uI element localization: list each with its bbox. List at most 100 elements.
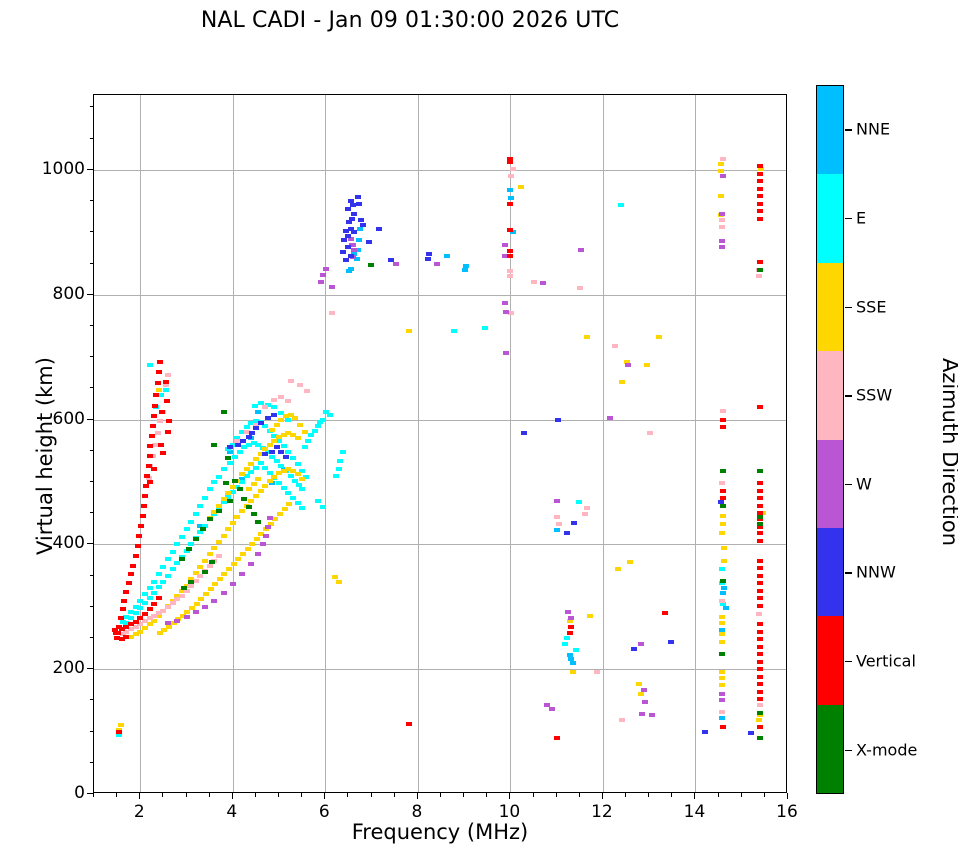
data-point-e: [243, 473, 250, 478]
gridline-horizontal: [94, 294, 786, 296]
data-point-sse: [636, 682, 643, 687]
data-point-sse: [137, 629, 144, 634]
data-point-x-mode: [757, 514, 764, 519]
data-point-ssw: [197, 573, 204, 578]
x-axis-tick: [763, 793, 765, 797]
data-point-e: [250, 441, 257, 446]
data-point-x-mode: [225, 456, 232, 461]
colorbar-tick-label-sse: SSE: [856, 297, 887, 317]
data-point-e: [257, 461, 264, 466]
data-point-x-mode: [367, 262, 374, 267]
data-point-sse: [239, 508, 246, 513]
colorbar-tick: [845, 661, 852, 663]
data-point-e: [192, 512, 199, 517]
data-point-ssw: [151, 613, 158, 618]
data-point-nnw: [347, 226, 354, 231]
colorbar-tick: [845, 483, 852, 486]
data-point-vertical: [132, 619, 139, 624]
y-axis-tick: [89, 605, 93, 607]
data-point-nnw: [346, 220, 353, 225]
gridline-vertical: [602, 95, 604, 792]
data-point-sse: [156, 630, 163, 635]
data-point-x-mode: [720, 578, 727, 583]
data-point-e: [243, 425, 250, 430]
data-point-ssw: [530, 280, 537, 285]
x-axis-tick: [93, 793, 94, 797]
data-point-ssw: [509, 166, 516, 171]
data-point-sse: [717, 169, 724, 174]
data-point-e: [151, 579, 158, 584]
data-point-vertical: [141, 612, 148, 617]
x-axis-tick-label: 8: [411, 802, 423, 822]
data-point-ssw: [234, 438, 241, 443]
data-point-vertical: [144, 473, 151, 478]
y-axis-tick: [89, 512, 93, 514]
data-point-vertical: [720, 496, 727, 501]
data-point-vertical: [118, 627, 125, 632]
data-point-nnw: [717, 499, 724, 504]
data-point-ssw: [719, 709, 726, 714]
y-axis-tick-label: 600: [52, 408, 85, 429]
data-point-sse: [721, 546, 728, 551]
x-axis-tick: [601, 793, 603, 799]
data-point-x-mode: [185, 547, 192, 552]
y-axis-tick: [87, 793, 93, 794]
data-point-sse: [719, 614, 726, 619]
data-point-e: [160, 579, 167, 584]
colorbar-segment-w: [817, 439, 843, 528]
data-point-vertical: [507, 227, 514, 232]
data-point-ssw: [719, 225, 726, 230]
data-point-sse: [267, 522, 274, 527]
data-point-vertical: [151, 413, 158, 418]
y-axis-tick: [89, 137, 93, 139]
data-point-w: [192, 609, 199, 614]
data-point-sse: [262, 483, 269, 488]
data-point-e: [128, 616, 134, 620]
x-axis-tick: [416, 793, 418, 799]
data-point-sse: [517, 185, 524, 190]
colorbar-tick: [845, 129, 852, 131]
data-point-nne: [463, 264, 470, 268]
data-point-nnw: [343, 257, 350, 262]
data-point-vertical: [757, 724, 764, 729]
data-point-sse: [566, 618, 573, 623]
data-point-ssw: [555, 522, 562, 527]
data-point-vertical: [757, 481, 764, 486]
data-point-ssw: [553, 514, 560, 519]
data-point-w: [259, 542, 266, 547]
data-point-ssw: [174, 597, 181, 602]
data-point-nnw: [264, 416, 271, 421]
colorbar-tick-label-nnw: NNW: [856, 562, 896, 582]
data-point-nnw: [278, 449, 285, 454]
data-point-vertical: [134, 543, 141, 548]
data-point-nne: [719, 628, 726, 633]
data-point-ssw: [192, 578, 199, 583]
data-point-vertical: [150, 423, 157, 428]
y-axis-tick: [87, 293, 93, 295]
data-point-ssw: [137, 622, 144, 627]
data-point-w: [202, 604, 209, 609]
data-point-vertical: [720, 488, 727, 493]
data-point-vertical: [757, 558, 764, 563]
data-point-e: [264, 449, 271, 454]
data-point-nne: [509, 230, 516, 235]
data-point-nne: [566, 653, 573, 658]
data-point-sse: [216, 577, 223, 582]
data-point-ssw: [262, 405, 269, 410]
x-axis-tick: [694, 793, 696, 799]
y-axis-tick: [87, 168, 93, 170]
data-point-ssw: [162, 383, 169, 388]
data-point-w: [255, 552, 262, 557]
data-point-w: [501, 254, 508, 259]
x-axis-tick: [393, 793, 395, 797]
data-point-sse: [188, 577, 195, 582]
data-point-x-mode: [720, 503, 727, 508]
data-point-nne: [197, 523, 204, 528]
data-point-vertical: [125, 581, 132, 586]
data-point-e: [320, 417, 327, 422]
data-point-vertical: [757, 517, 764, 522]
data-point-w: [720, 174, 727, 179]
data-point-e: [234, 436, 241, 441]
data-point-sse: [183, 583, 190, 588]
data-point-sse: [637, 692, 644, 697]
